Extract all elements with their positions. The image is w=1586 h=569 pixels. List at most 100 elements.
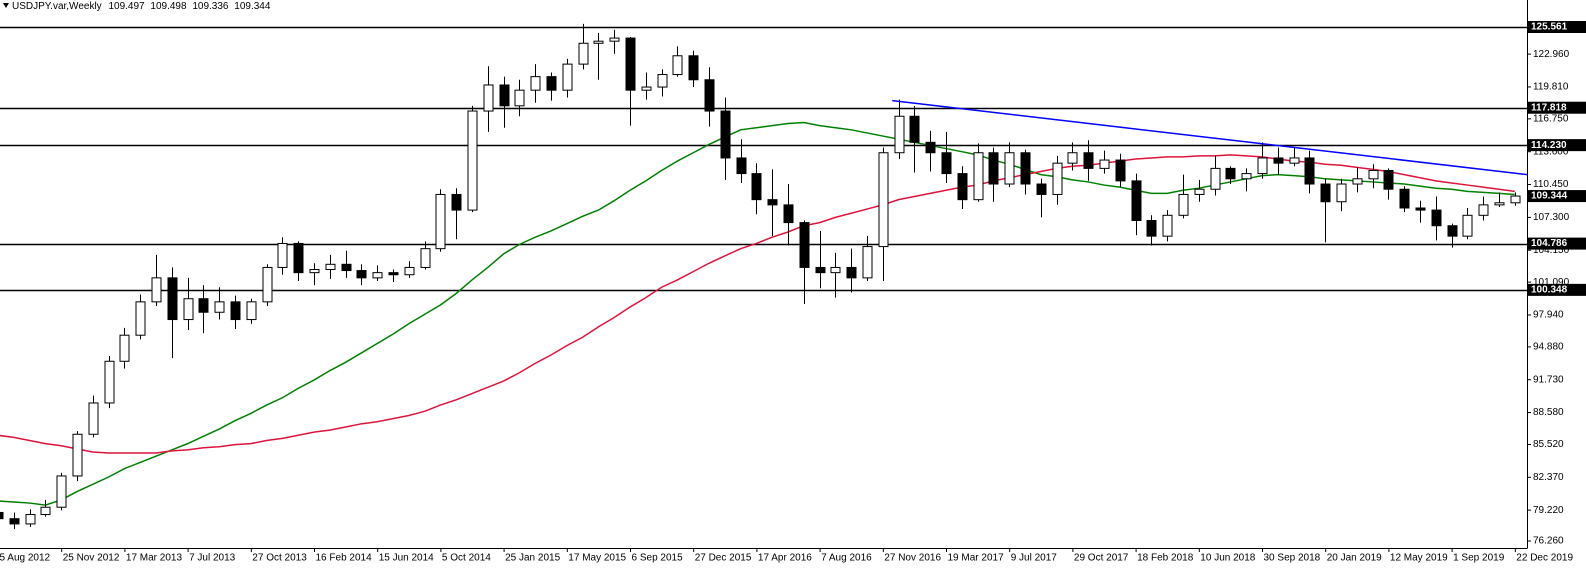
candle-body bbox=[815, 266, 826, 274]
x-tick-label: 5 Oct 2014 bbox=[442, 553, 491, 564]
x-tick-label: 25 Nov 2012 bbox=[63, 553, 120, 564]
candle-body bbox=[1352, 178, 1363, 185]
ohlc-low: 109.336 bbox=[192, 1, 229, 12]
y-tick-label: 116.750 bbox=[1533, 113, 1569, 124]
candle-body bbox=[277, 242, 288, 268]
candle-body bbox=[957, 173, 968, 201]
candle-body bbox=[1146, 220, 1157, 237]
candle-body bbox=[88, 402, 99, 435]
candle-body bbox=[262, 266, 273, 303]
candle-body bbox=[1020, 152, 1031, 185]
candle-body bbox=[1336, 183, 1347, 203]
y-tick-label: 76.260 bbox=[1533, 536, 1564, 547]
symbol: USDJPY.var,Weekly bbox=[12, 1, 102, 12]
candle-body bbox=[420, 248, 431, 268]
candle-body bbox=[704, 79, 715, 112]
candle-body bbox=[672, 55, 683, 76]
candle-body bbox=[372, 272, 383, 279]
candle-body bbox=[293, 242, 304, 274]
candle-body bbox=[1304, 157, 1315, 185]
candle-body bbox=[1289, 157, 1300, 164]
y-tick-label: 101.090 bbox=[1533, 277, 1570, 288]
candle-body bbox=[925, 141, 936, 154]
x-tick-label: 20 Jan 2019 bbox=[1327, 553, 1382, 564]
candle-body bbox=[183, 298, 194, 321]
price-label-box bbox=[1528, 101, 1586, 114]
candle-body bbox=[1178, 193, 1189, 216]
candle-body bbox=[1004, 152, 1015, 185]
trend-line bbox=[892, 99, 1528, 176]
candle-body bbox=[1036, 183, 1047, 195]
price-label-box bbox=[1528, 283, 1586, 296]
candle-body bbox=[988, 152, 999, 185]
candle-body bbox=[309, 269, 320, 274]
candle-body bbox=[404, 266, 415, 276]
x-tick-label: 12 May 2019 bbox=[1390, 553, 1448, 564]
candle-body bbox=[1052, 162, 1063, 195]
candle-body bbox=[641, 86, 652, 91]
candle-body bbox=[1162, 214, 1173, 237]
candle-body bbox=[325, 263, 336, 271]
y-tick-label: 113.600 bbox=[1533, 146, 1569, 157]
price-label-box bbox=[1528, 139, 1586, 152]
candle-body bbox=[894, 115, 905, 154]
candle-body bbox=[1320, 183, 1331, 203]
candle-body bbox=[56, 475, 67, 508]
x-tick-label: 29 Oct 2017 bbox=[1074, 553, 1129, 564]
candle-body bbox=[499, 84, 510, 107]
candle-body bbox=[246, 301, 257, 321]
y-tick-label: 91.730 bbox=[1533, 374, 1564, 385]
price-label-box bbox=[1528, 20, 1586, 33]
price-label-box bbox=[1528, 190, 1586, 203]
candle-body bbox=[1099, 159, 1110, 169]
candle-body bbox=[1415, 207, 1426, 211]
candle-body bbox=[72, 433, 83, 477]
candle-body bbox=[1210, 167, 1221, 190]
y-tick-label: 104.150 bbox=[1533, 245, 1570, 256]
candle-body bbox=[1273, 157, 1284, 164]
candle-body bbox=[862, 246, 873, 279]
candle-body bbox=[1383, 169, 1394, 190]
x-tick-label: 17 Mar 2013 bbox=[126, 553, 183, 564]
candle-body bbox=[1399, 188, 1410, 209]
x-tick-label: 18 Feb 2018 bbox=[1137, 553, 1194, 564]
candle-body bbox=[0, 511, 4, 520]
candle-body bbox=[451, 193, 462, 211]
candle-body bbox=[783, 204, 794, 224]
candle-body bbox=[1083, 152, 1094, 169]
candle-body bbox=[799, 222, 810, 268]
candle-body bbox=[151, 277, 162, 303]
candle-body bbox=[435, 193, 446, 250]
candle-body bbox=[1131, 180, 1142, 222]
candle-body bbox=[909, 115, 920, 143]
price-label: 117.818 bbox=[1531, 102, 1567, 113]
candle-body bbox=[40, 506, 51, 516]
price-label: 109.344 bbox=[1531, 191, 1568, 202]
candle-body bbox=[198, 298, 209, 313]
x-tick-label: 16 Feb 2014 bbox=[316, 553, 373, 564]
candle-body bbox=[25, 514, 36, 525]
candle-body bbox=[973, 152, 984, 201]
candle-body bbox=[1241, 173, 1252, 180]
y-tick-label: 97.940 bbox=[1533, 310, 1564, 321]
candle-body bbox=[135, 301, 146, 336]
candle-body bbox=[736, 157, 747, 175]
x-tick-label: 7 Jul 2013 bbox=[189, 553, 236, 564]
price-label: 125.561 bbox=[1531, 22, 1568, 33]
x-tick-label: 6 Sep 2015 bbox=[632, 553, 684, 564]
y-tick-label: 88.580 bbox=[1533, 407, 1564, 418]
x-tick-label: 17 Apr 2016 bbox=[758, 553, 812, 564]
x-tick-label: 25 Jan 2015 bbox=[505, 553, 560, 564]
candle-body bbox=[483, 84, 494, 112]
candle-body bbox=[356, 270, 367, 279]
candle-body bbox=[1510, 195, 1521, 204]
candle-body bbox=[609, 37, 620, 42]
candle-body bbox=[1257, 157, 1268, 175]
candle-body bbox=[1368, 169, 1379, 180]
candle-body bbox=[1194, 188, 1205, 195]
price-label: 104.786 bbox=[1531, 238, 1568, 249]
x-tick-label: 27 Dec 2015 bbox=[695, 553, 752, 564]
candle-body bbox=[1225, 167, 1236, 180]
